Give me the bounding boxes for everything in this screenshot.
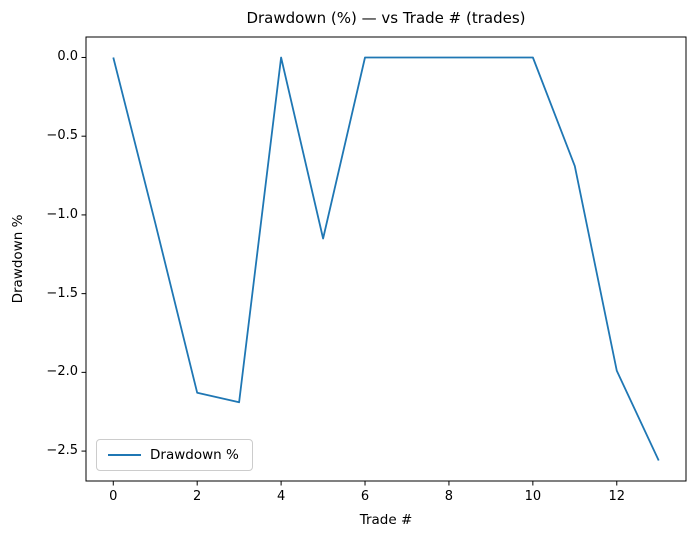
legend-label: Drawdown % xyxy=(150,447,239,463)
legend-line-swatch xyxy=(108,454,141,456)
data-line-drawdown xyxy=(112,56,660,461)
xtick-label: 0 xyxy=(109,489,118,504)
ytick-label: −1.0 xyxy=(46,206,78,222)
legend: Drawdown % xyxy=(96,439,253,471)
xtick-label: 2 xyxy=(193,489,202,504)
ytick-label: −2.5 xyxy=(46,443,78,459)
xtick-label: 8 xyxy=(444,489,454,504)
ytick-label: −1.5 xyxy=(46,285,78,301)
x-axis-label: Trade # xyxy=(359,512,413,528)
chart-title: Drawdown (%) — vs Trade # (trades) xyxy=(246,9,526,27)
plot-border xyxy=(85,36,687,482)
ytick-label: −0.5 xyxy=(46,128,78,144)
xtick-label: 6 xyxy=(360,489,370,504)
ytick-label: 0.0 xyxy=(57,49,78,65)
xtick-label: 12 xyxy=(608,489,626,504)
ytick-label: −2.0 xyxy=(46,364,78,380)
xtick-label: 10 xyxy=(524,489,542,504)
xtick-label: 4 xyxy=(276,489,286,504)
